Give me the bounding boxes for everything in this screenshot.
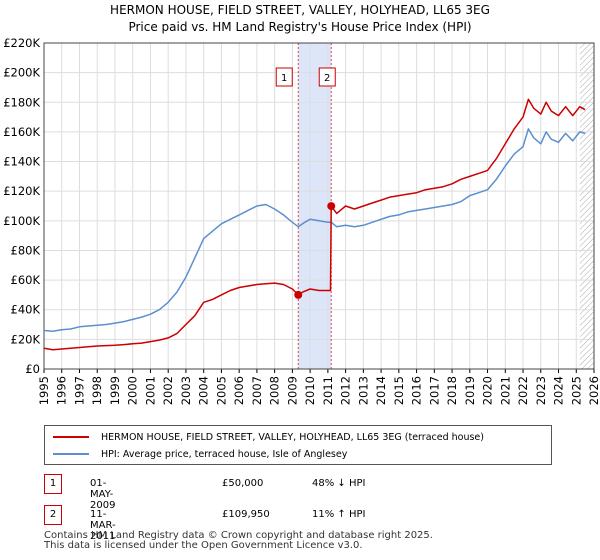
legend-label-property: HERMON HOUSE, FIELD STREET, VALLEY, HOLY… — [101, 431, 484, 443]
x-tick-label: 1997 — [72, 376, 86, 405]
hpi-line — [43, 128, 586, 332]
transaction-price: £109,950 — [222, 509, 270, 520]
chart-title: HERMON HOUSE, FIELD STREET, VALLEY, HOLY… — [0, 2, 600, 36]
legend-swatch-property — [53, 436, 89, 438]
sale-number-box — [275, 67, 293, 87]
title-line-2: Price paid vs. HM Land Registry's House … — [128, 20, 472, 34]
projection-hatch — [579, 43, 594, 369]
transaction-price: £50,000 — [222, 478, 264, 489]
transaction-hpi-diff: 48% ↓ HPI — [312, 478, 366, 489]
x-tick-label: 2001 — [143, 376, 157, 405]
transaction-number: 2 — [44, 505, 62, 525]
y-tick-label: £160K — [3, 125, 40, 139]
x-tick-label: 2024 — [552, 376, 566, 405]
y-tick-label: £80K — [11, 243, 41, 257]
legend-item-hpi: HPI: Average price, terraced house, Isle… — [53, 447, 347, 461]
x-tick-label: 2014 — [374, 376, 388, 405]
y-tick-label: £200K — [3, 66, 40, 80]
x-tick-label: 2007 — [250, 376, 264, 405]
footer-notice: Contains HM Land Registry data © Crown c… — [44, 531, 433, 551]
transaction-number: 1 — [44, 474, 62, 494]
price-chart: £0 £20K £40K £60K £80K £100K £120K £140K £160K £1… — [3, 36, 600, 405]
x-tick-label: 2012 — [339, 376, 353, 405]
x-tick-label: 2016 — [410, 376, 424, 405]
x-tick-label: 2020 — [481, 376, 495, 405]
x-tick-label: 2006 — [232, 376, 246, 405]
x-tick-label: 2000 — [126, 376, 140, 405]
x-tick-label: 2009 — [285, 376, 299, 405]
transaction-date: 01-MAY-2009 — [90, 478, 116, 511]
footer-line-1: Contains HM Land Registry data © Crown c… — [44, 530, 433, 541]
transaction-hpi-diff: 11% ↑ HPI — [312, 509, 366, 520]
y-tick-label: £140K — [3, 155, 40, 169]
x-tick-label: 2010 — [303, 376, 317, 405]
y-tick-label: £100K — [3, 214, 40, 228]
property-price-line — [43, 98, 586, 351]
plot-frame — [43, 42, 595, 370]
y-tick-label: £60K — [11, 273, 41, 287]
x-tick-label: 2018 — [445, 376, 459, 405]
x-tick-label: 2022 — [516, 376, 530, 405]
x-tick-label: 1998 — [90, 376, 104, 405]
legend-label-hpi: HPI: Average price, terraced house, Isle… — [101, 448, 348, 460]
x-tick-label: 2011 — [321, 376, 335, 405]
transaction-date: 11-MAR-2011 — [90, 509, 116, 542]
x-tick-label: 2003 — [179, 376, 193, 405]
sale-number-box — [318, 67, 336, 87]
sale-point-marker — [327, 202, 336, 211]
sale-point-marker — [294, 290, 303, 299]
x-tick-label: 1995 — [37, 376, 51, 405]
legend-item-property: HERMON HOUSE, FIELD STREET, VALLEY, HOLY… — [53, 430, 484, 444]
sale-number-label: 2 — [324, 73, 330, 84]
footer-line-2: This data is licensed under the Open Gov… — [44, 540, 363, 551]
x-tick-label: 1999 — [108, 376, 122, 405]
y-tick-label: £20K — [11, 332, 41, 346]
chart-legend: HERMON HOUSE, FIELD STREET, VALLEY, HOLY… — [44, 425, 552, 465]
y-tick-label: £180K — [3, 95, 40, 109]
y-tick-label: £0 — [25, 362, 40, 376]
x-tick-label: 2019 — [463, 376, 477, 405]
x-tick-label: 2026 — [587, 376, 600, 405]
sale-number-label: 1 — [281, 73, 287, 84]
y-tick-label: £40K — [11, 303, 41, 317]
x-tick-label: 2023 — [534, 376, 548, 405]
y-tick-label: £120K — [3, 184, 40, 198]
x-tick-label: 2008 — [268, 376, 282, 405]
title-line-1: HERMON HOUSE, FIELD STREET, VALLEY, HOLY… — [110, 3, 490, 17]
legend-swatch-hpi — [53, 453, 89, 455]
x-tick-label: 1996 — [55, 376, 69, 405]
x-tick-label: 2025 — [569, 376, 583, 405]
x-tick-label: 2002 — [161, 376, 175, 405]
x-tick-label: 2021 — [498, 376, 512, 405]
x-tick-label: 2004 — [197, 376, 211, 405]
x-tick-label: 2015 — [392, 376, 406, 405]
sale-period-band — [298, 43, 332, 369]
x-tick-label: 2013 — [356, 376, 370, 405]
x-tick-label: 2005 — [214, 376, 228, 405]
y-tick-label: £220K — [3, 36, 40, 50]
x-tick-label: 2017 — [427, 376, 441, 405]
